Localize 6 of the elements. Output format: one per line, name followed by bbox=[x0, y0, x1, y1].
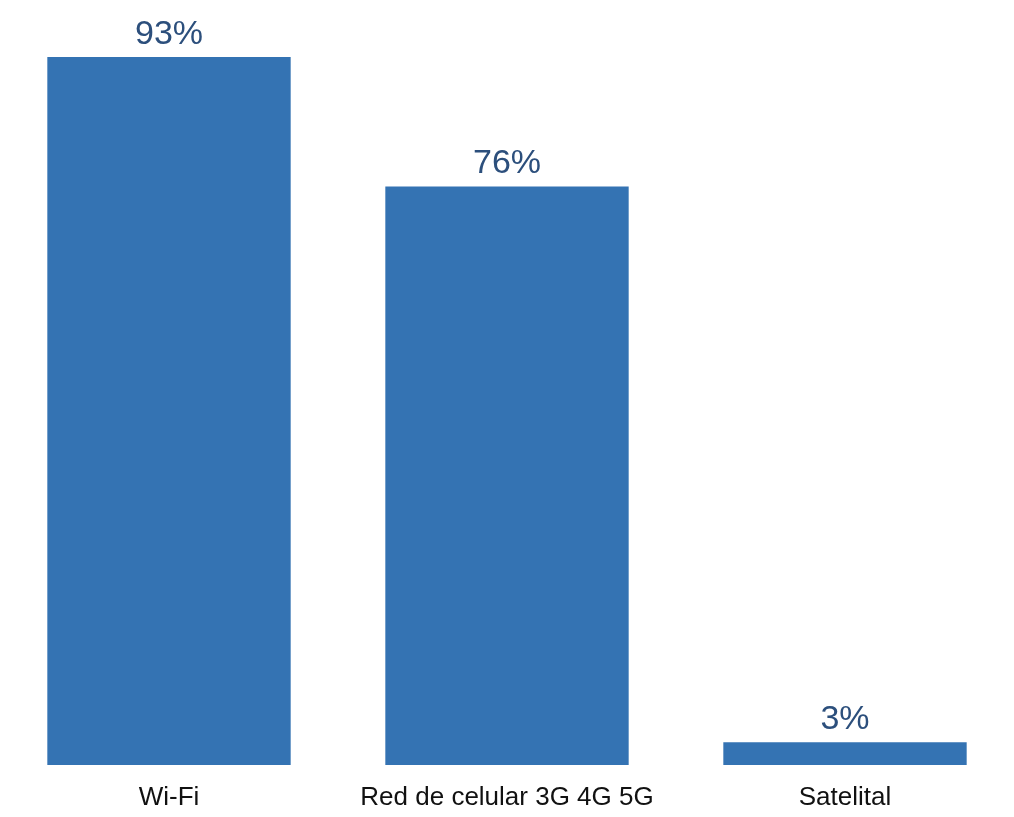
x-tick-label: Wi-Fi bbox=[138, 781, 200, 811]
data-label: 76% bbox=[472, 142, 542, 181]
data-label: 3% bbox=[820, 698, 870, 737]
data-label: 93% bbox=[134, 13, 204, 51]
x-tick-label: Satelital bbox=[798, 781, 892, 811]
x-tick-label: Red de celular 3G 4G 5G bbox=[360, 781, 654, 811]
